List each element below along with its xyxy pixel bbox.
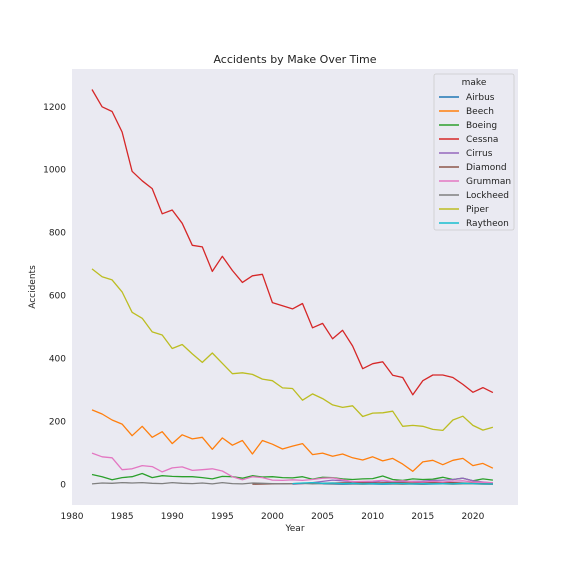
y-tick-label: 200 xyxy=(49,418,66,428)
x-tick-label: 1995 xyxy=(211,512,234,522)
y-tick-label: 400 xyxy=(49,355,66,365)
legend-label-beech: Beech xyxy=(466,107,494,117)
x-tick-label: 2010 xyxy=(361,512,384,522)
y-tick-label: 800 xyxy=(49,229,66,239)
series-line-raytheon xyxy=(292,481,493,485)
chart-title: Accidents by Make Over Time xyxy=(213,53,376,66)
x-axis-ticks: 1980 1985 1990 1995 2000 2005 2010 2015 2020 xyxy=(61,512,485,522)
y-tick-label: 0 xyxy=(60,481,66,491)
series-line-boeing xyxy=(91,472,493,482)
x-axis-label: Year xyxy=(284,524,304,534)
legend-label-cessna: Cessna xyxy=(466,135,498,145)
x-tick-label: 2005 xyxy=(311,512,334,522)
y-tick-label: 1000 xyxy=(43,166,66,176)
x-tick-label: 2015 xyxy=(411,512,434,522)
x-tick-label: 1985 xyxy=(111,512,134,522)
y-axis-label: Accidents xyxy=(28,265,38,309)
legend-label-boeing: Boeing xyxy=(466,121,497,131)
legend-box xyxy=(433,73,515,231)
legend-label-airbus: Airbus xyxy=(466,93,495,103)
legend-label-cirrus: Cirrus xyxy=(466,149,493,159)
legend-label-piper: Piper xyxy=(466,205,489,215)
legend-title: make xyxy=(462,78,487,88)
x-tick-label: 1990 xyxy=(161,512,184,522)
x-tick-label: 2020 xyxy=(461,512,484,522)
legend-label-grumman: Grumman xyxy=(466,177,511,187)
x-tick-label: 1980 xyxy=(61,512,84,522)
series-line-grumman xyxy=(91,452,493,484)
legend-label-raytheon: Raytheon xyxy=(466,219,509,229)
y-tick-label: 600 xyxy=(49,292,66,302)
series-line-piper xyxy=(91,268,494,432)
legend-label-diamond: Diamond xyxy=(466,163,507,173)
series-line-cessna xyxy=(91,89,494,396)
y-axis-ticks: 0 200 400 600 800 1000 1200 xyxy=(43,103,66,491)
x-tick-label: 2000 xyxy=(261,512,284,522)
legend-label-lockheed: Lockheed xyxy=(466,191,509,201)
y-tick-label: 1200 xyxy=(43,103,66,113)
legend-items: Airbus Beech Boeing Cessna Cirrus Diamond Grum… xyxy=(439,93,511,229)
series-line-beech xyxy=(91,409,494,472)
legend: make Airbus Beech Boeing Cessna Cirrus Diamon… xyxy=(433,73,515,231)
series-lines xyxy=(91,89,494,485)
